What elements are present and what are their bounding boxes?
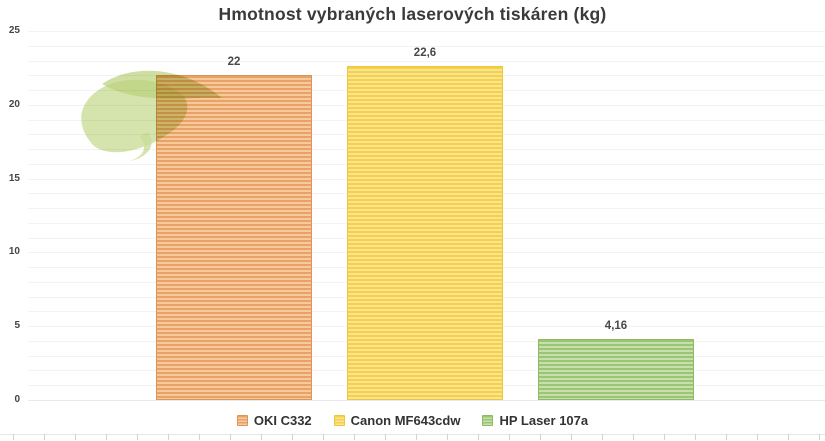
- bar-value-label: 22: [227, 56, 241, 68]
- ruler-tick: [509, 434, 510, 440]
- ruler-tick: [447, 434, 448, 440]
- ruler-tick: [354, 434, 355, 440]
- legend-label: Canon MF643cdw: [350, 413, 461, 428]
- ruler-tick: [695, 434, 696, 440]
- ruler-tick: [13, 434, 14, 440]
- ruler-tick: [540, 434, 541, 440]
- bar-hp-laser-107a: [538, 339, 694, 400]
- ruler-tick: [788, 434, 789, 440]
- legend-item-oki-c332[interactable]: OKI C332: [236, 413, 312, 428]
- ruler-tick: [261, 434, 262, 440]
- ruler-tick: [633, 434, 634, 440]
- ruler-tick: [323, 434, 324, 440]
- legend: OKI C332 Canon MF643cdw HP Laser 107a: [0, 413, 825, 428]
- ruler-tick: [819, 434, 820, 440]
- y-axis-tick-label: 0: [14, 394, 20, 405]
- ruler-tick: [292, 434, 293, 440]
- legend-label: HP Laser 107a: [499, 413, 589, 428]
- gridline: [28, 31, 825, 32]
- y-axis-tick-label: 15: [8, 173, 20, 184]
- ruler-tick: [75, 434, 76, 440]
- bar-canon-mf643cdw: [347, 66, 503, 400]
- y-axis-tick-label: 10: [8, 246, 20, 257]
- legend-label: OKI C332: [253, 413, 312, 428]
- bar-value-label: 22,6: [413, 47, 437, 59]
- legend-swatch-icon: [236, 415, 248, 426]
- ruler-tick: [571, 434, 572, 440]
- gridline: [28, 46, 825, 47]
- legend-swatch-icon: [482, 415, 494, 426]
- gridline: [28, 61, 825, 62]
- ruler-tick: [478, 434, 479, 440]
- x-axis-line: [28, 400, 825, 401]
- y-axis-tick-label: 20: [8, 99, 20, 110]
- bar-oki-c332: [156, 75, 312, 400]
- ruler-tick: [230, 434, 231, 440]
- ruler-tick: [199, 434, 200, 440]
- legend-item-canon-mf643cdw[interactable]: Canon MF643cdw: [333, 413, 461, 428]
- ruler-tick: [602, 434, 603, 440]
- chart-title: Hmotnost vybraných laserových tiskáren (…: [218, 4, 607, 24]
- ruler-tick: [726, 434, 727, 440]
- ruler-tick: [168, 434, 169, 440]
- ruler-tick: [664, 434, 665, 440]
- ruler-tick: [416, 434, 417, 440]
- ruler-tick: [106, 434, 107, 440]
- ruler-line: [0, 434, 825, 435]
- y-axis-tick-label: 5: [14, 320, 20, 331]
- bottom-ruler: [0, 434, 825, 441]
- ruler-tick: [757, 434, 758, 440]
- legend-item-hp-laser-107a[interactable]: HP Laser 107a: [482, 413, 588, 428]
- bar-value-label: 4,16: [604, 320, 628, 332]
- ruler-tick: [385, 434, 386, 440]
- legend-swatch-icon: [333, 415, 345, 426]
- ruler-tick: [137, 434, 138, 440]
- y-axis-tick-label: 25: [8, 25, 20, 36]
- ruler-tick: [44, 434, 45, 440]
